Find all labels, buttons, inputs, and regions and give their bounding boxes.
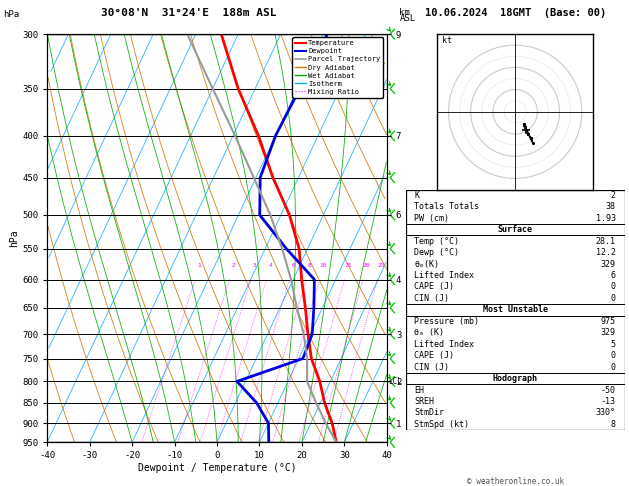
Text: Dewp (°C): Dewp (°C) [415,248,459,257]
Text: kt: kt [442,36,452,45]
Text: 329: 329 [601,260,616,268]
Text: Pressure (mb): Pressure (mb) [415,317,479,326]
Text: SREH: SREH [415,397,435,406]
Text: 2: 2 [231,262,235,267]
X-axis label: Dewpoint / Temperature (°C): Dewpoint / Temperature (°C) [138,463,296,473]
Text: 38: 38 [606,202,616,211]
Text: 2: 2 [611,191,616,200]
Text: PW (cm): PW (cm) [415,214,450,223]
Text: Lifted Index: Lifted Index [415,340,474,348]
Text: hPa: hPa [3,10,19,19]
Text: -13: -13 [601,397,616,406]
Text: 28.1: 28.1 [596,237,616,245]
Text: -50: -50 [601,385,616,395]
Text: StmSpd (kt): StmSpd (kt) [415,420,469,429]
Text: 25: 25 [377,262,384,267]
Text: 1.93: 1.93 [596,214,616,223]
Text: 3: 3 [253,262,257,267]
Text: km: km [399,8,410,17]
Text: Temp (°C): Temp (°C) [415,237,459,245]
Text: EH: EH [415,385,425,395]
Text: 0: 0 [611,294,616,303]
Text: 12.2: 12.2 [596,248,616,257]
Text: 6: 6 [611,271,616,280]
Y-axis label: hPa: hPa [9,229,19,247]
Text: 8: 8 [308,262,312,267]
Text: CIN (J): CIN (J) [415,363,450,372]
Text: 6: 6 [291,262,295,267]
Legend: Temperature, Dewpoint, Parcel Trajectory, Dry Adiabat, Wet Adiabat, Isotherm, Mi: Temperature, Dewpoint, Parcel Trajectory… [292,37,383,98]
Text: 0: 0 [611,351,616,360]
Text: 329: 329 [601,328,616,337]
Text: θₑ(K): θₑ(K) [415,260,440,268]
Text: 5: 5 [611,340,616,348]
Text: 15: 15 [344,262,352,267]
Text: θₑ (K): θₑ (K) [415,328,445,337]
Text: 30°08'N  31°24'E  188m ASL: 30°08'N 31°24'E 188m ASL [101,8,277,18]
Text: 8: 8 [611,420,616,429]
Text: Lifted Index: Lifted Index [415,271,474,280]
Text: Most Unstable: Most Unstable [482,305,548,314]
Text: StmDir: StmDir [415,408,445,417]
Text: © weatheronline.co.uk: © weatheronline.co.uk [467,477,564,486]
Text: Surface: Surface [498,225,533,234]
Text: 20: 20 [362,262,370,267]
Text: CIN (J): CIN (J) [415,294,450,303]
Text: 0: 0 [611,363,616,372]
Text: 10: 10 [320,262,327,267]
Text: 4: 4 [269,262,272,267]
Text: 1: 1 [198,262,201,267]
Text: ASL: ASL [399,14,416,23]
Text: 0: 0 [611,282,616,292]
Text: LCL: LCL [388,377,402,386]
Text: 330°: 330° [596,408,616,417]
Text: K: K [415,191,420,200]
Text: CAPE (J): CAPE (J) [415,282,455,292]
Text: 975: 975 [601,317,616,326]
Text: Totals Totals: Totals Totals [415,202,479,211]
Text: Hodograph: Hodograph [493,374,538,383]
Text: CAPE (J): CAPE (J) [415,351,455,360]
Text: 10.06.2024  18GMT  (Base: 00): 10.06.2024 18GMT (Base: 00) [425,8,606,18]
